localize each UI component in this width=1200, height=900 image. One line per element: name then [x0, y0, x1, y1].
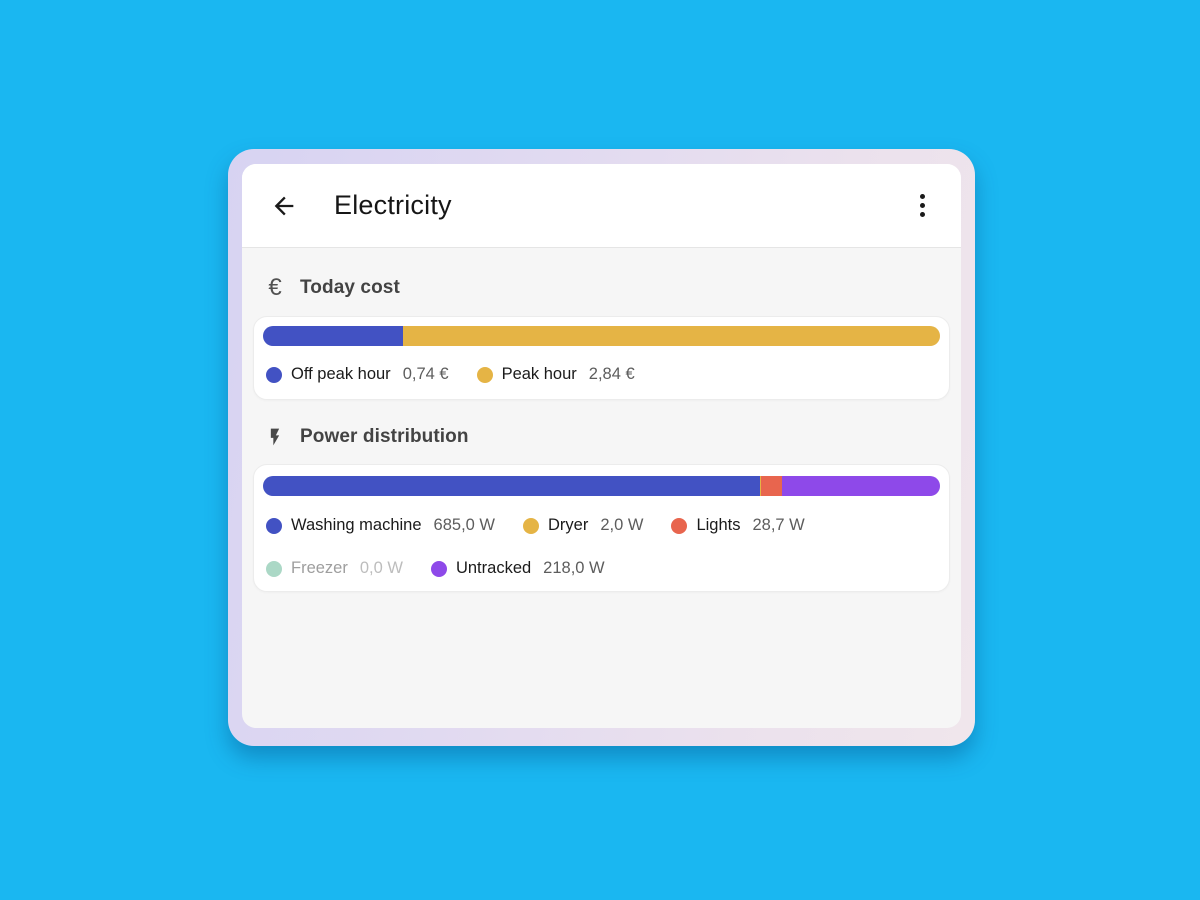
legend-item-dryer: Dryer 2,0 W: [523, 516, 643, 535]
power-distribution-section: Power distribution Washing machine 685,0 …: [253, 426, 950, 592]
legend-color-dot-freezer: [266, 560, 282, 577]
legend-item-lights: Lights 28,7 W: [671, 516, 805, 535]
legend-label-peak-hour: Peak hour: [501, 365, 577, 383]
legend-value-dryer: 2,0 W: [600, 516, 644, 534]
legend-label-off-peak-hour: Off peak hour: [291, 365, 391, 383]
legend-item-washing-machine: Washing machine 685,0 W: [266, 516, 495, 535]
legend-label-washing-machine: Washing machine: [291, 516, 422, 534]
legend-label-dryer: Dryer: [548, 516, 589, 534]
legend-label-lights: Lights: [696, 516, 741, 534]
power-distribution-bar: [263, 476, 940, 496]
legend-value-off-peak-hour: 0,74 €: [402, 365, 449, 383]
legend-value-washing-machine: 685,0 W: [433, 516, 495, 534]
arrow-left-icon: [270, 192, 298, 220]
electricity-app: Electricity € Today cost: [242, 164, 961, 728]
bolt-icon: [262, 427, 288, 447]
back-button[interactable]: [270, 192, 298, 220]
legend-value-freezer: 0,0 W: [359, 559, 403, 577]
app-content: € Today cost Off peak hour 0,74 € Peak hou…: [242, 248, 961, 728]
today-cost-section-header: € Today cost: [253, 276, 950, 300]
page-title: Electricity: [334, 190, 452, 220]
legend-item-peak-hour: Peak hour 2,84 €: [476, 365, 635, 384]
legend-label-freezer: Freezer: [291, 559, 348, 577]
app-header: Electricity: [242, 164, 961, 248]
legend-value-peak-hour: 2,84 €: [588, 365, 635, 383]
power-distribution-legend: Washing machine 685,0 W Dryer 2,0 W Lights 28…: [263, 516, 940, 578]
bar-segment-washing-machine: [263, 476, 760, 496]
bar-segment-peak-hour: [402, 326, 940, 346]
legend-label-untracked: Untracked: [455, 559, 532, 577]
bar-segment-untracked: [781, 476, 940, 496]
bar-segment-dryer: [759, 476, 762, 496]
today-cost-card: Off peak hour 0,74 € Peak hour 2,84 €: [253, 316, 950, 400]
legend-color-dot-washing-machine: [266, 517, 282, 534]
power-distribution-card: Washing machine 685,0 W Dryer 2,0 W Lights 28…: [253, 464, 950, 592]
power-distribution-section-header: Power distribution: [253, 426, 950, 448]
overflow-menu-button[interactable]: [916, 190, 929, 221]
today-cost-bar: [263, 326, 940, 346]
app-window-frame: Electricity € Today cost: [228, 149, 975, 746]
legend-color-dot-off-peak-hour: [266, 366, 282, 383]
legend-color-dot-lights: [671, 517, 688, 534]
legend-color-dot-dryer: [523, 517, 539, 534]
kebab-menu-icon: [920, 194, 925, 217]
legend-color-dot-untracked: [430, 560, 447, 577]
legend-item-freezer: Freezer 0,0 W: [266, 559, 403, 578]
section-title-today-cost: Today cost: [300, 277, 400, 298]
bar-segment-lights: [761, 476, 782, 496]
legend-item-untracked: Untracked 218,0 W: [430, 559, 605, 578]
euro-icon: €: [268, 274, 282, 301]
legend-item-off-peak-hour: Off peak hour 0,74 €: [266, 365, 449, 384]
today-cost-legend: Off peak hour 0,74 € Peak hour 2,84 €: [263, 365, 940, 384]
section-title-power-distribution: Power distribution: [300, 426, 469, 447]
legend-value-lights: 28,7 W: [752, 516, 805, 534]
legend-color-dot-peak-hour: [476, 366, 493, 383]
bar-segment-off-peak-hour: [263, 326, 403, 346]
legend-value-untracked: 218,0 W: [543, 559, 605, 577]
today-cost-section: € Today cost Off peak hour 0,74 € Peak hou…: [253, 276, 950, 400]
